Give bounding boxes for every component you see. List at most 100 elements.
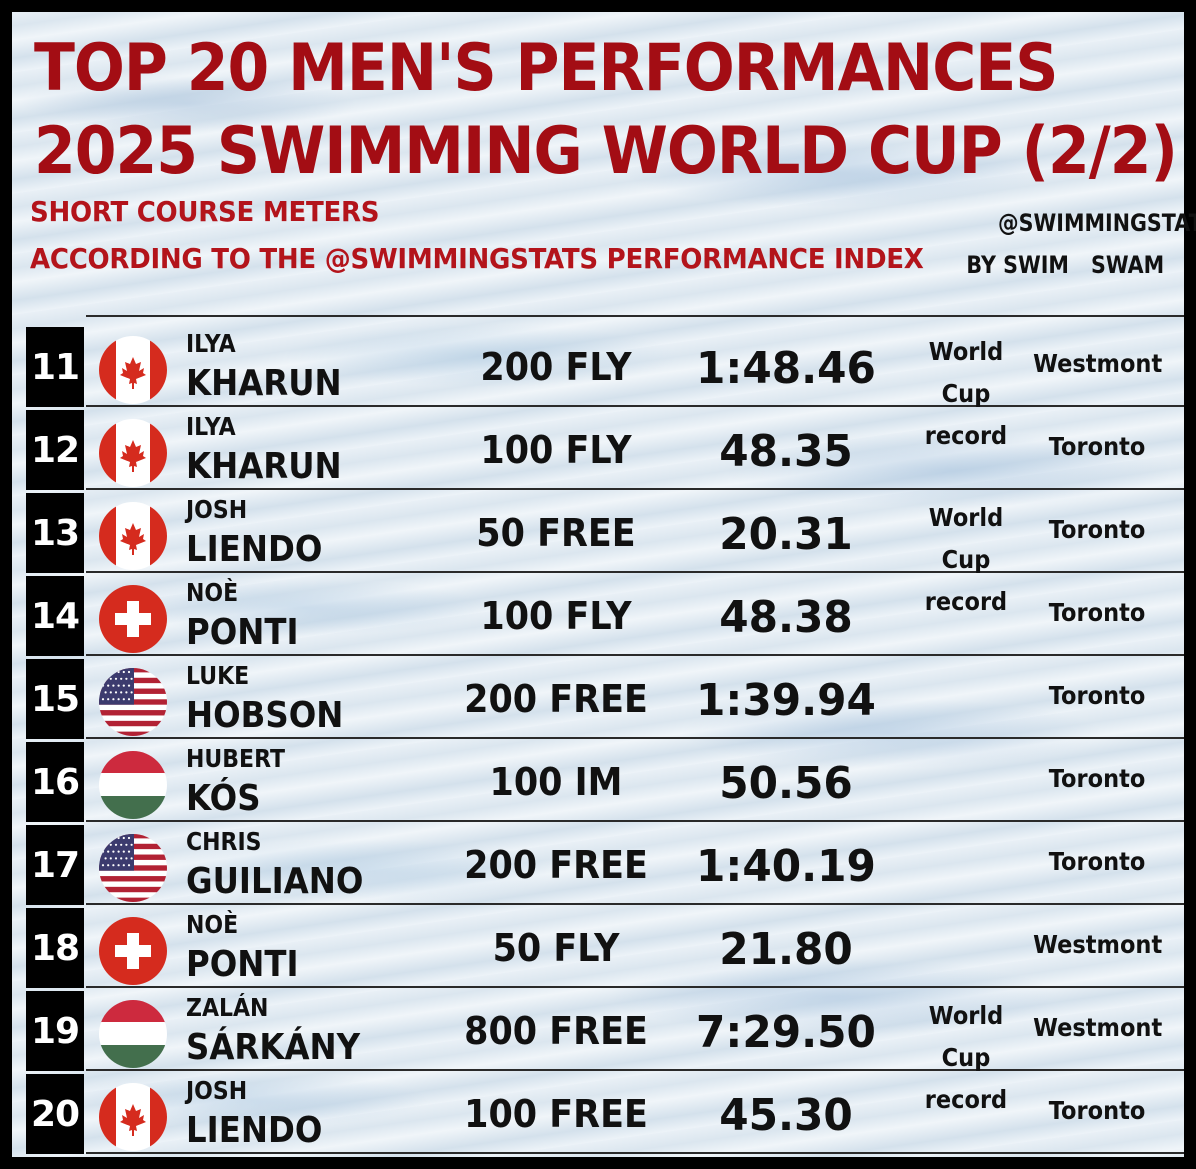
record-note: World Cup record (924, 1001, 1008, 1114)
venue-cell: Westmont (1033, 930, 1163, 959)
swimmer-last-name: LIENDO (186, 1110, 323, 1151)
row-cells: ZALÁN SÁRKÁNY 800 FREE 7:29.50 World Cup… (86, 991, 1184, 1114)
brand-block: @SWIMMINGSTATS BY SWIM SWAM (966, 208, 1196, 288)
event-cell: 100 FLY (480, 428, 632, 472)
time-cell: 7:29.50 (696, 1007, 876, 1058)
venue-cell: Toronto (1048, 847, 1146, 876)
brand-swam: SWAM (1090, 251, 1165, 279)
graphic-frame: TOP 20 MEN'S PERFORMANCES 2025 SWIMMING … (12, 12, 1196, 1157)
venue-cell: Westmont (1033, 1013, 1163, 1042)
swimmer-first-name: ILYA (186, 329, 236, 358)
rank-cell: 18 (26, 908, 84, 988)
swimmer-last-name: GUILIANO (186, 861, 364, 902)
record-note: World Cup record (924, 337, 1008, 450)
event-cell: 100 IM (489, 760, 623, 804)
row-cells: NOÈ PONTI 50 FLY 21.80 Westmont (86, 908, 1184, 988)
table-row: 13 JOSH LIENDO 50 FREE 20.31 World Cup r… (26, 493, 1184, 616)
time-cell: 20.31 (719, 509, 853, 560)
swimmer-last-name: SÁRKÁNY (186, 1027, 361, 1068)
swimmer-last-name: LIENDO (186, 529, 323, 570)
brand-handle: @SWIMMINGSTATS (998, 209, 1196, 237)
time-cell: 1:48.46 (696, 343, 876, 394)
table-row: 16 HUBERT KÓS 100 IM 50.56 Toronto (26, 742, 1184, 822)
table-row: 11 ILYA KHARUN 200 FLY 1:48.46 World Cup… (26, 327, 1184, 450)
swimmer-last-name: PONTI (186, 612, 299, 653)
swimmer-last-name: KHARUN (186, 446, 342, 487)
rank-cell: 14 (26, 576, 84, 656)
brand-by-swim: BY SWIM (965, 251, 1069, 279)
rank-cell: 20 (26, 1074, 84, 1154)
canada-flag-icon (99, 336, 167, 404)
event-cell: 800 FREE (464, 1009, 648, 1053)
row-cells: ILYA KHARUN 200 FLY 1:48.46 World Cup re… (86, 327, 1184, 450)
venue-cell: Westmont (1033, 349, 1163, 378)
table-row: 19 ZALÁN SÁRKÁNY 800 FREE 7:29.50 World … (26, 991, 1184, 1114)
venue-cell: Toronto (1048, 681, 1146, 710)
subtitle-line-2: ACCORDING TO THE @SWIMMINGSTATS PERFORMA… (30, 242, 924, 275)
swimmer-last-name: KHARUN (186, 363, 342, 404)
table-row: 18 NOÈ PONTI 50 FLY 21.80 Westmont (26, 908, 1184, 988)
table-row: 17 CHRIS GUILIANO 200 FREE 1:40.19 Toron… (26, 825, 1184, 905)
event-cell: 200 FREE (464, 843, 648, 887)
table-top-rule (86, 315, 1184, 317)
event-cell: 50 FREE (476, 511, 636, 555)
table-row: 15 LUKE HOBSON 200 FREE 1:39.94 Toronto (26, 659, 1184, 739)
swimmer-first-name: NOÈ (186, 910, 239, 939)
event-cell: 100 FLY (480, 594, 632, 638)
time-cell: 48.35 (719, 426, 853, 477)
time-cell: 48.38 (719, 592, 853, 643)
time-cell: 1:39.94 (696, 675, 876, 726)
rank-cell: 16 (26, 742, 84, 822)
time-cell: 50.56 (719, 758, 853, 809)
venue-cell: Toronto (1048, 432, 1146, 461)
title-line-2: 2025 SWIMMING WORLD CUP (2/2) (34, 113, 1178, 190)
swimmer-first-name: NOÈ (186, 578, 239, 607)
event-cell: 200 FLY (480, 345, 632, 389)
swimmer-last-name: KÓS (186, 778, 261, 819)
swimmer-last-name: HOBSON (186, 695, 344, 736)
canada-flag-icon (99, 419, 167, 487)
venue-cell: Toronto (1048, 515, 1146, 544)
canada-flag-icon (99, 502, 167, 570)
rank-cell: 12 (26, 410, 84, 490)
swimmer-first-name: JOSH (186, 495, 248, 524)
rank-cell: 11 (26, 327, 84, 407)
swimmer-first-name: JOSH (186, 1076, 248, 1105)
hungary-flag-icon (99, 751, 167, 819)
table-row: 20 JOSH LIENDO 100 FREE 45.30 Toronto (26, 1074, 1184, 1154)
title-line-1: TOP 20 MEN'S PERFORMANCES (34, 30, 1059, 107)
row-cells: NOÈ PONTI 100 FLY 48.38 Toronto (86, 576, 1184, 656)
rank-cell: 15 (26, 659, 84, 739)
usa-flag-icon (99, 668, 167, 736)
venue-cell: Toronto (1048, 1096, 1146, 1125)
canada-flag-icon (99, 1083, 167, 1151)
event-cell: 100 FREE (464, 1092, 648, 1136)
venue-cell: Toronto (1048, 764, 1146, 793)
rank-cell: 13 (26, 493, 84, 573)
time-cell: 45.30 (719, 1090, 853, 1141)
row-cells: LUKE HOBSON 200 FREE 1:39.94 Toronto (86, 659, 1184, 739)
rank-cell: 17 (26, 825, 84, 905)
swimmer-first-name: ZALÁN (186, 993, 269, 1022)
venue-cell: Toronto (1048, 598, 1146, 627)
swimmer-last-name: PONTI (186, 944, 299, 985)
row-cells: JOSH LIENDO 100 FREE 45.30 Toronto (86, 1074, 1184, 1154)
table-row: 14 NOÈ PONTI 100 FLY 48.38 Toronto (26, 576, 1184, 656)
switzerland-flag-icon (99, 917, 167, 985)
swimmer-first-name: ILYA (186, 412, 236, 441)
record-note: World Cup record (924, 503, 1008, 616)
event-cell: 200 FREE (464, 677, 648, 721)
event-cell: 50 FLY (492, 926, 620, 970)
row-cells: CHRIS GUILIANO 200 FREE 1:40.19 Toronto (86, 825, 1184, 905)
rank-cell: 19 (26, 991, 84, 1071)
row-cells: JOSH LIENDO 50 FREE 20.31 World Cup reco… (86, 493, 1184, 616)
table-row: 12 ILYA KHARUN 100 FLY 48.35 Toronto (26, 410, 1184, 490)
row-cells: HUBERT KÓS 100 IM 50.56 Toronto (86, 742, 1184, 822)
time-cell: 21.80 (719, 924, 853, 975)
swimmer-first-name: HUBERT (186, 744, 286, 773)
subtitle-line-1: SHORT COURSE METERS (30, 195, 380, 228)
swimmer-first-name: LUKE (186, 661, 250, 690)
switzerland-flag-icon (99, 585, 167, 653)
row-cells: ILYA KHARUN 100 FLY 48.35 Toronto (86, 410, 1184, 490)
time-cell: 1:40.19 (696, 841, 876, 892)
